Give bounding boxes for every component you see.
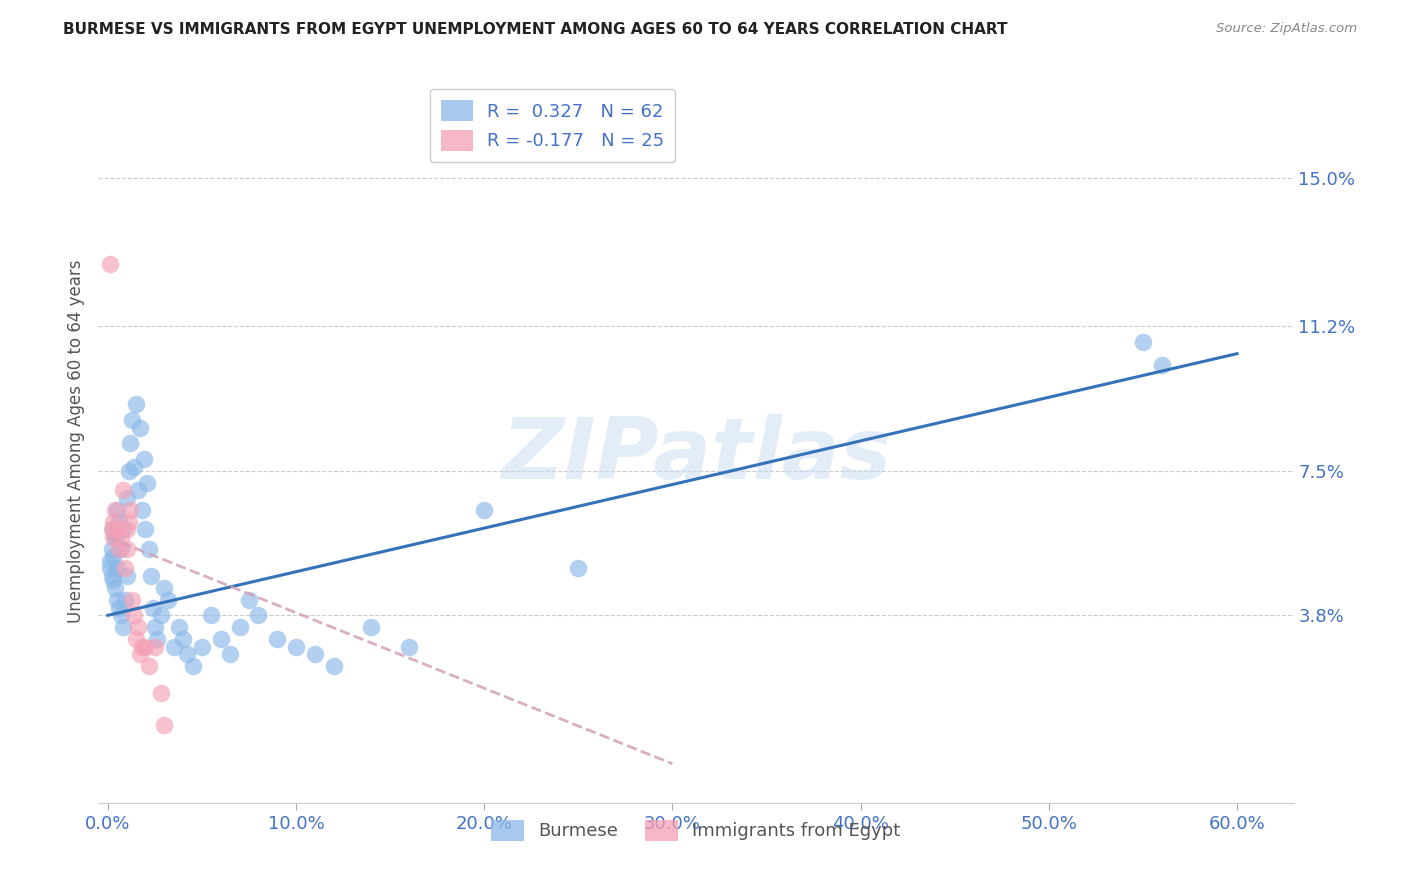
Point xyxy=(104,530,127,544)
Point xyxy=(110,541,132,556)
Point xyxy=(100,541,122,556)
Point xyxy=(1132,334,1154,349)
Point xyxy=(125,632,148,646)
Point xyxy=(134,640,156,654)
Point xyxy=(145,632,167,646)
Point xyxy=(100,523,122,537)
Point xyxy=(115,491,138,505)
Point xyxy=(266,632,288,646)
Point xyxy=(108,541,131,556)
Point xyxy=(103,549,125,564)
Point xyxy=(127,620,149,634)
Point xyxy=(103,523,125,537)
Point xyxy=(117,464,139,478)
Point xyxy=(172,632,194,646)
Point xyxy=(111,483,134,498)
Point xyxy=(143,640,166,654)
Point xyxy=(120,503,142,517)
Point xyxy=(132,452,155,467)
Point xyxy=(219,648,242,662)
Point xyxy=(115,541,138,556)
Point xyxy=(114,592,136,607)
Point xyxy=(103,573,125,587)
Point xyxy=(143,620,166,634)
Point xyxy=(398,640,420,654)
Point xyxy=(134,523,156,537)
Point xyxy=(98,561,121,575)
Point xyxy=(149,686,172,700)
Point xyxy=(138,659,160,673)
Point xyxy=(322,659,344,673)
Point xyxy=(117,515,139,529)
Legend: Burmese, Immigrants from Egypt: Burmese, Immigrants from Egypt xyxy=(484,813,908,848)
Point xyxy=(209,632,232,646)
Point xyxy=(108,600,131,615)
Point xyxy=(98,554,121,568)
Point xyxy=(247,608,270,623)
Point xyxy=(176,648,198,662)
Point xyxy=(128,421,150,435)
Point xyxy=(136,475,159,490)
Point xyxy=(121,413,143,427)
Point xyxy=(103,530,125,544)
Point xyxy=(304,648,326,662)
Point xyxy=(122,459,145,474)
Point xyxy=(153,581,176,595)
Y-axis label: Unemployment Among Ages 60 to 64 years: Unemployment Among Ages 60 to 64 years xyxy=(66,260,84,624)
Point xyxy=(103,515,125,529)
Point xyxy=(142,600,165,615)
Point xyxy=(149,608,172,623)
Point xyxy=(163,640,186,654)
Point xyxy=(105,592,128,607)
Point xyxy=(110,530,132,544)
Point xyxy=(122,608,145,623)
Point xyxy=(131,503,153,517)
Point xyxy=(200,608,222,623)
Point xyxy=(115,569,138,583)
Text: Source: ZipAtlas.com: Source: ZipAtlas.com xyxy=(1216,22,1357,36)
Point xyxy=(110,608,132,623)
Point xyxy=(111,620,134,634)
Point xyxy=(138,541,160,556)
Point xyxy=(181,659,204,673)
Point xyxy=(131,640,153,654)
Point xyxy=(285,640,308,654)
Point xyxy=(139,569,162,583)
Point xyxy=(105,503,128,517)
Point xyxy=(125,397,148,411)
Point xyxy=(121,592,143,607)
Point xyxy=(128,648,150,662)
Point xyxy=(104,581,127,595)
Point xyxy=(1150,359,1173,373)
Point xyxy=(111,523,134,537)
Point xyxy=(169,620,191,634)
Point xyxy=(120,436,142,450)
Point xyxy=(153,717,176,731)
Point xyxy=(127,483,149,498)
Point xyxy=(228,620,250,634)
Point xyxy=(105,561,128,575)
Point xyxy=(105,523,128,537)
Point xyxy=(360,620,382,634)
Point xyxy=(115,523,138,537)
Point xyxy=(108,515,131,529)
Point xyxy=(238,592,260,607)
Point xyxy=(191,640,214,654)
Point xyxy=(114,561,136,575)
Point xyxy=(104,503,127,517)
Point xyxy=(100,569,122,583)
Point xyxy=(98,257,121,271)
Point xyxy=(472,503,495,517)
Point xyxy=(567,561,589,575)
Text: BURMESE VS IMMIGRANTS FROM EGYPT UNEMPLOYMENT AMONG AGES 60 TO 64 YEARS CORRELAT: BURMESE VS IMMIGRANTS FROM EGYPT UNEMPLO… xyxy=(63,22,1008,37)
Text: ZIPatlas: ZIPatlas xyxy=(501,415,891,498)
Point xyxy=(157,592,180,607)
